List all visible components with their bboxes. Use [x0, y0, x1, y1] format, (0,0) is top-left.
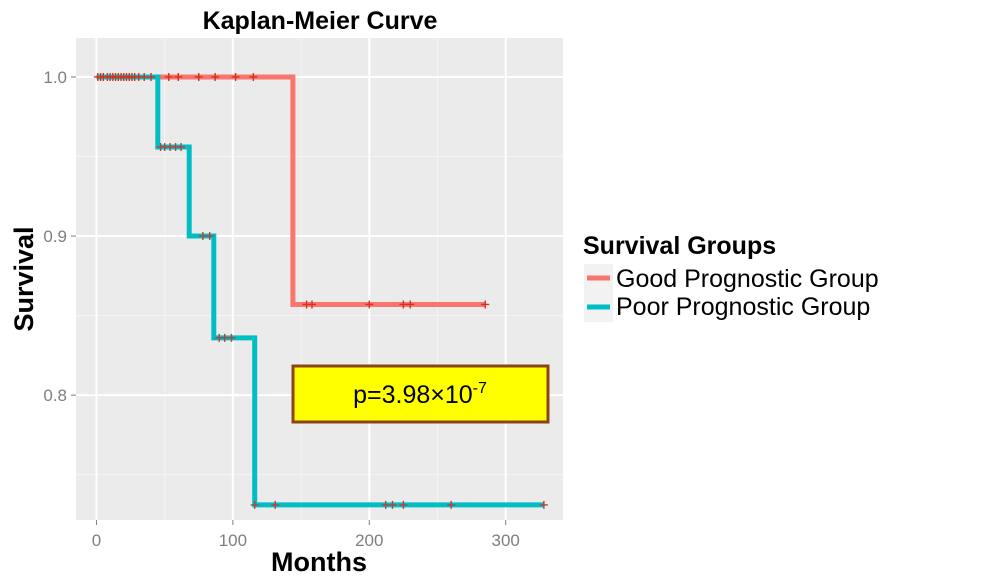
censor-mark-poor [381, 500, 390, 509]
survival-curve-good-prognostic [96, 74, 486, 307]
p-value-prefix: p=3.98×10 [353, 381, 473, 409]
p-value-text: p=3.98×10-7 [353, 380, 487, 409]
censor-mark-poor [227, 333, 236, 342]
censor-mark-poor [205, 232, 214, 241]
censor-mark-poor [177, 142, 186, 151]
censor-mark-poor [447, 500, 456, 509]
censor-mark-good [211, 72, 220, 81]
y-tick-label: 1.0 [43, 68, 67, 87]
censor-mark-good [399, 300, 408, 309]
censor-mark-good [231, 72, 240, 81]
grid-major [76, 38, 563, 520]
p-value-annotation: p=3.98×10-7 [291, 364, 550, 424]
x-tick-label: 0 [92, 531, 101, 550]
censor-mark-good [365, 300, 374, 309]
legend-title: Survival Groups [583, 232, 776, 260]
x-tick-label: 100 [219, 531, 247, 550]
plot-panel [76, 38, 563, 520]
censor-mark-poor [198, 232, 207, 241]
legend-label-poor-prognostic: Poor Prognostic Group [616, 293, 870, 321]
censor-mark-poor [539, 500, 548, 509]
censor-mark-good [481, 300, 490, 309]
censor-mark-good [307, 300, 316, 309]
censor-mark-good [147, 72, 156, 81]
censor-mark-poor [388, 500, 397, 509]
censor-mark-good [174, 72, 183, 81]
censor-marks [93, 72, 548, 509]
y-tick-label: 0.8 [43, 386, 67, 405]
censor-mark-poor [399, 500, 408, 509]
censor-mark-poor [220, 333, 229, 342]
x-tick-label: 200 [355, 531, 383, 550]
censor-mark-poor [271, 500, 280, 509]
grid-minor [76, 38, 563, 520]
p-value-exponent: -7 [473, 380, 487, 397]
y-tick-label: 0.9 [43, 227, 67, 246]
legend-label-good-prognostic: Good Prognostic Group [616, 265, 879, 293]
censor-mark-good [406, 300, 415, 309]
x-axis-title: Months [271, 547, 367, 577]
y-axis: 0.8 0.9 1.0 [43, 68, 76, 405]
chart-title: Kaplan-Meier Curve [203, 7, 438, 35]
x-tick-label: 300 [492, 531, 520, 550]
censor-mark-good [194, 72, 203, 81]
p-value-box [291, 364, 550, 424]
censor-mark-good [249, 72, 258, 81]
legend: Survival Groups Good Prognostic Group Po… [583, 232, 879, 322]
censor-mark-poor [250, 500, 259, 509]
censor-mark-good [164, 72, 173, 81]
censor-mark-good [140, 72, 149, 81]
x-axis: 0 100 200 300 [92, 520, 520, 550]
y-axis-title: Survival [9, 226, 39, 331]
